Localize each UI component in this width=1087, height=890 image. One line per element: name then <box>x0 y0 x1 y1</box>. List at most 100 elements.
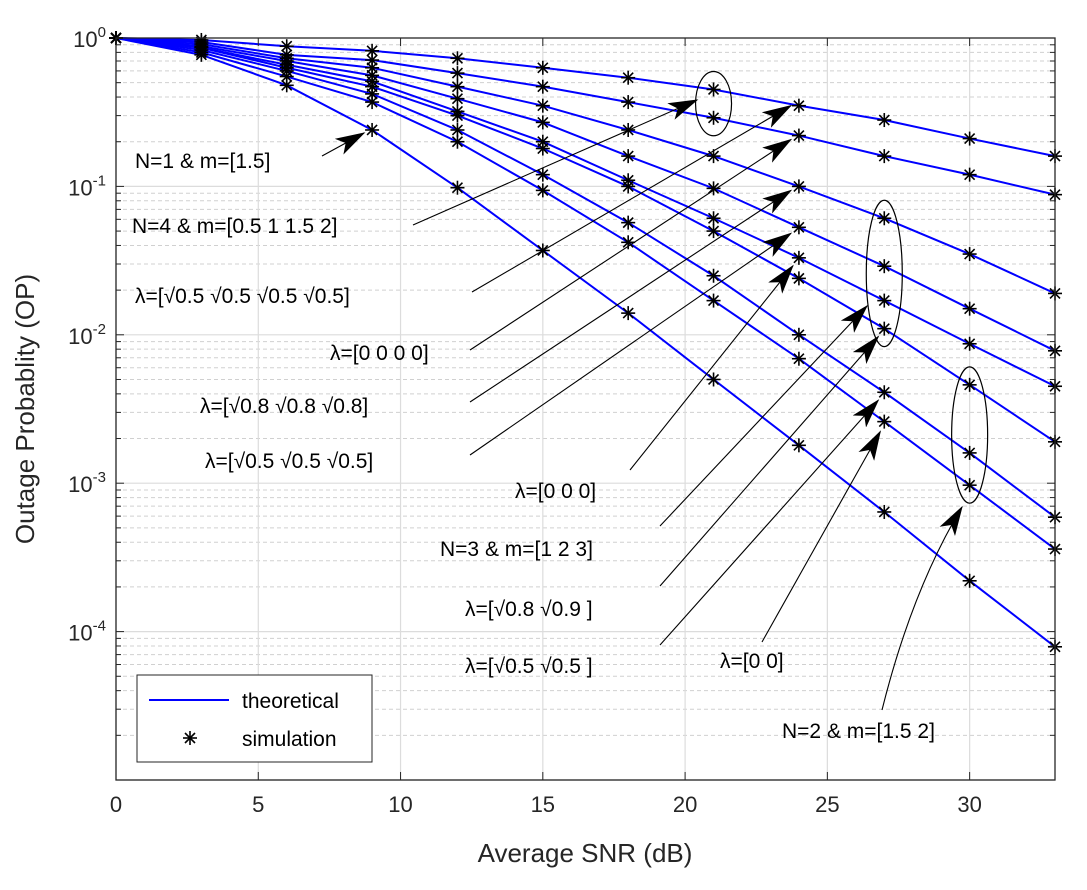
legend-asterisk-icon <box>183 731 197 745</box>
annotation-arrow <box>471 104 793 293</box>
simulation-marker <box>535 60 550 75</box>
asterisk-stroke <box>964 479 976 491</box>
x-axis-label: Average SNR (dB) <box>478 838 693 868</box>
asterisk-stroke <box>622 307 634 319</box>
simulation-marker <box>706 181 721 196</box>
y-tick-label: 10-4 <box>68 618 106 646</box>
annotation-label: N=2 & m=[1.5 2] <box>782 720 935 743</box>
simulation-marker <box>194 47 209 62</box>
asterisk-stroke <box>878 212 890 224</box>
asterisk-stroke <box>537 81 549 93</box>
asterisk-stroke <box>793 329 805 341</box>
simulation-marker <box>621 306 636 321</box>
simulation-marker <box>962 247 977 262</box>
simulation-marker <box>365 122 380 137</box>
x-tick-label: 30 <box>957 792 981 817</box>
simulation-marker <box>621 179 636 194</box>
asterisk-stroke <box>622 217 634 229</box>
asterisk-stroke <box>878 386 890 398</box>
legend: theoretical simulation <box>136 674 373 763</box>
simulation-marker <box>621 149 636 164</box>
asterisk-stroke <box>707 150 720 162</box>
simulation-marker <box>706 110 721 125</box>
asterisk-stroke <box>707 112 720 124</box>
asterisk-stroke <box>281 79 293 91</box>
theoretical-line-6 <box>115 37 1056 443</box>
asterisk-stroke <box>964 379 976 391</box>
x-tick-label: 5 <box>252 792 264 817</box>
annotation-arrow <box>412 99 699 226</box>
simulation-marker <box>535 79 550 94</box>
theoretical-line-8 <box>115 37 1056 550</box>
series-group <box>115 37 1056 648</box>
annotation-arrow <box>659 335 880 587</box>
simulation-marker <box>621 95 636 110</box>
theoretical-line-3 <box>115 37 1056 295</box>
asterisk-stroke <box>366 96 378 108</box>
annotation-arrow <box>469 189 793 403</box>
theoretical-line-2 <box>115 37 1056 196</box>
simulation-marker <box>706 293 721 308</box>
asterisk-stroke <box>451 67 464 79</box>
theoretical-line-5 <box>115 37 1056 388</box>
asterisk-stroke <box>878 295 890 307</box>
simulation-marker <box>450 79 465 94</box>
x-tick-label: 10 <box>388 792 412 817</box>
simulation-marker <box>706 268 721 283</box>
asterisk-stroke <box>793 439 805 451</box>
legend-box <box>136 674 373 763</box>
simulation-marker <box>706 82 721 97</box>
simulation-marker <box>962 445 977 460</box>
asterisk-stroke <box>537 100 549 112</box>
asterisk-stroke <box>707 225 720 237</box>
simulation-marker <box>450 122 465 137</box>
asterisk-stroke <box>793 180 805 192</box>
simulation-marker <box>365 43 380 58</box>
simulation-marker <box>791 98 806 113</box>
asterisk-stroke <box>878 114 890 126</box>
simulation-marker <box>450 66 465 81</box>
annotation-label: λ=[0 0 0 0] <box>330 342 429 365</box>
simulation-marker <box>621 215 636 230</box>
simulation-marker <box>706 211 721 226</box>
theoretical-line-4 <box>115 37 1056 352</box>
asterisk-stroke <box>366 88 378 100</box>
annotation-arrow <box>469 138 793 351</box>
asterisk-stroke <box>622 150 634 162</box>
asterisk-stroke <box>451 124 464 136</box>
annotation-arrow <box>659 304 869 527</box>
asterisk-stroke <box>622 96 634 108</box>
asterisk-stroke <box>878 150 890 162</box>
asterisk-stroke <box>451 110 464 122</box>
simulation-marker <box>535 167 550 182</box>
grouping-ellipse <box>865 199 903 348</box>
asterisk-stroke <box>878 260 890 272</box>
simulation-marker <box>791 128 806 143</box>
legend-label-theoretical: theoretical <box>242 690 339 713</box>
simulation-marker <box>962 301 977 316</box>
asterisk-stroke <box>537 62 549 74</box>
asterisk-stroke <box>622 236 634 248</box>
asterisk-stroke <box>878 416 890 428</box>
legend-asterisk <box>183 731 197 745</box>
y-tick-label: 10-3 <box>68 469 106 497</box>
annotation-label: λ=[0 0 0] <box>515 480 596 503</box>
asterisk-stroke <box>793 130 805 142</box>
simulation-marker <box>962 167 977 182</box>
asterisk-stroke <box>878 506 890 518</box>
simulation-marker <box>450 91 465 106</box>
simulation-marker <box>877 113 892 128</box>
x-tick-label: 20 <box>673 792 697 817</box>
annotation-arrow <box>881 505 963 711</box>
y-tick-label: 10-1 <box>68 172 106 200</box>
simulation-marker <box>962 377 977 392</box>
annotation-label: λ=[√0.5 √0.5 ] <box>465 655 593 678</box>
simulation-marker <box>535 115 550 130</box>
simulation-marker <box>877 414 892 429</box>
asterisk-stroke <box>451 182 464 194</box>
asterisk-stroke <box>184 732 196 744</box>
asterisk-stroke <box>964 447 976 459</box>
simulation-marker <box>706 372 721 387</box>
simulation-marker <box>962 336 977 351</box>
theoretical-line-1 <box>115 37 1056 158</box>
